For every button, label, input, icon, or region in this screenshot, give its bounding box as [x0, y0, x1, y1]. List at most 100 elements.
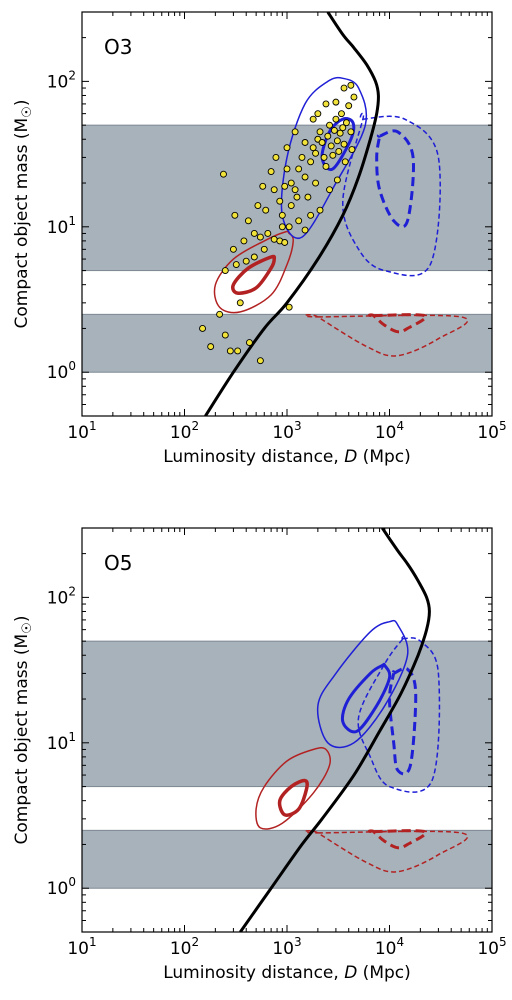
event-point-26 — [254, 202, 262, 210]
event-point-18 — [264, 230, 272, 237]
event-point-62 — [345, 102, 353, 110]
event-point-48 — [322, 163, 330, 170]
y-tick-label: 102 — [47, 584, 76, 608]
event-point-47 — [320, 153, 328, 161]
event-point-49 — [324, 132, 332, 140]
event-point-67 — [309, 115, 317, 123]
event-point-56 — [335, 147, 343, 155]
contour-6 — [342, 112, 441, 277]
event-point-2 — [216, 310, 224, 318]
event-point-32 — [278, 211, 286, 219]
event-point-55 — [333, 137, 341, 145]
event-point-21 — [281, 239, 289, 246]
mass-band-0 — [82, 313, 492, 373]
horizon-curve — [239, 528, 431, 932]
x-tick-label: 104 — [375, 419, 404, 443]
y-axis-label: Compact object mass (M☉) — [12, 100, 35, 329]
contour-1 — [277, 778, 309, 817]
event-point-58 — [338, 110, 345, 118]
event-point-39 — [301, 173, 309, 181]
event-point-85 — [293, 193, 301, 201]
event-point-36 — [291, 186, 299, 194]
event-point-59 — [339, 124, 347, 132]
panel-o5: 101 102 103 104 105 100 101 102 O5 Luminosity dis… — [12, 527, 507, 983]
event-point-72 — [347, 81, 355, 89]
contour-6 — [357, 635, 441, 793]
x-tick-label: 104 — [375, 935, 404, 959]
event-point-60 — [340, 140, 348, 148]
y-tick-label: 100 — [47, 359, 76, 383]
event-point-87 — [312, 179, 320, 187]
event-point-50 — [326, 121, 333, 129]
plot-area — [82, 12, 492, 416]
y-axis-label: Compact object mass (M☉) — [12, 616, 35, 845]
event-point-84 — [285, 223, 293, 231]
event-point-9 — [221, 267, 229, 275]
event-point-41 — [307, 158, 315, 166]
event-point-34 — [283, 144, 291, 152]
event-point-68 — [314, 110, 322, 118]
event-point-19 — [270, 235, 278, 243]
contour-5 — [340, 662, 392, 734]
contour-5 — [320, 117, 356, 172]
event-point-37 — [295, 165, 303, 173]
event-point-45 — [316, 128, 324, 136]
event-point-13 — [260, 245, 268, 253]
event-point-43 — [312, 149, 320, 157]
event-point-42 — [309, 144, 317, 152]
event-point-11 — [242, 257, 250, 265]
x-tick-label: 102 — [170, 935, 199, 959]
event-point-65 — [291, 128, 299, 136]
event-point-51 — [327, 142, 335, 150]
y-tick-label: 101 — [47, 214, 76, 238]
event-point-3 — [221, 331, 229, 339]
event-point-7 — [256, 357, 264, 365]
horizon-curve — [204, 12, 380, 416]
event-point-75 — [295, 217, 303, 225]
contour-3 — [367, 313, 428, 334]
event-point-82 — [348, 146, 356, 153]
event-point-74 — [287, 202, 295, 210]
event-point-53 — [330, 126, 338, 134]
x-tick-label: 103 — [272, 419, 301, 443]
panel-label: O3 — [104, 35, 132, 59]
contour-2 — [304, 829, 469, 873]
x-axis-label: Luminosity distance, D (Mpc) — [163, 447, 411, 467]
x-tick-label: 105 — [477, 935, 506, 959]
contour-1 — [231, 254, 277, 295]
event-point-35 — [287, 179, 295, 187]
event-point-15 — [240, 237, 248, 245]
contour-7 — [375, 129, 415, 229]
event-point-14 — [229, 245, 237, 253]
event-point-22 — [285, 303, 293, 311]
event-point-38 — [298, 153, 306, 161]
event-point-78 — [316, 206, 324, 214]
event-point-46 — [318, 139, 326, 146]
event-point-52 — [329, 151, 337, 159]
x-tick-label: 101 — [67, 419, 96, 443]
event-point-16 — [250, 230, 258, 237]
event-point-24 — [231, 211, 239, 219]
panel-label: O5 — [104, 551, 132, 575]
event-point-31 — [276, 197, 284, 205]
event-point-33 — [281, 182, 289, 190]
event-point-5 — [234, 347, 242, 355]
event-point-6 — [245, 339, 253, 346]
event-point-66 — [301, 139, 309, 146]
event-point-28 — [262, 206, 270, 214]
mass-band-0 — [82, 829, 492, 889]
y-tick-label: 102 — [47, 68, 76, 92]
contour-3 — [367, 829, 428, 850]
event-point-23 — [220, 170, 227, 178]
event-point-30 — [272, 153, 280, 161]
x-tick-label: 105 — [477, 419, 506, 443]
x-tick-label: 101 — [67, 935, 96, 959]
event-point-4 — [226, 347, 234, 355]
event-point-54 — [332, 115, 340, 123]
event-point-69 — [322, 100, 330, 108]
x-tick-label: 103 — [272, 935, 301, 959]
event-point-80 — [333, 176, 341, 184]
event-point-76 — [278, 223, 286, 231]
event-point-61 — [342, 119, 350, 127]
